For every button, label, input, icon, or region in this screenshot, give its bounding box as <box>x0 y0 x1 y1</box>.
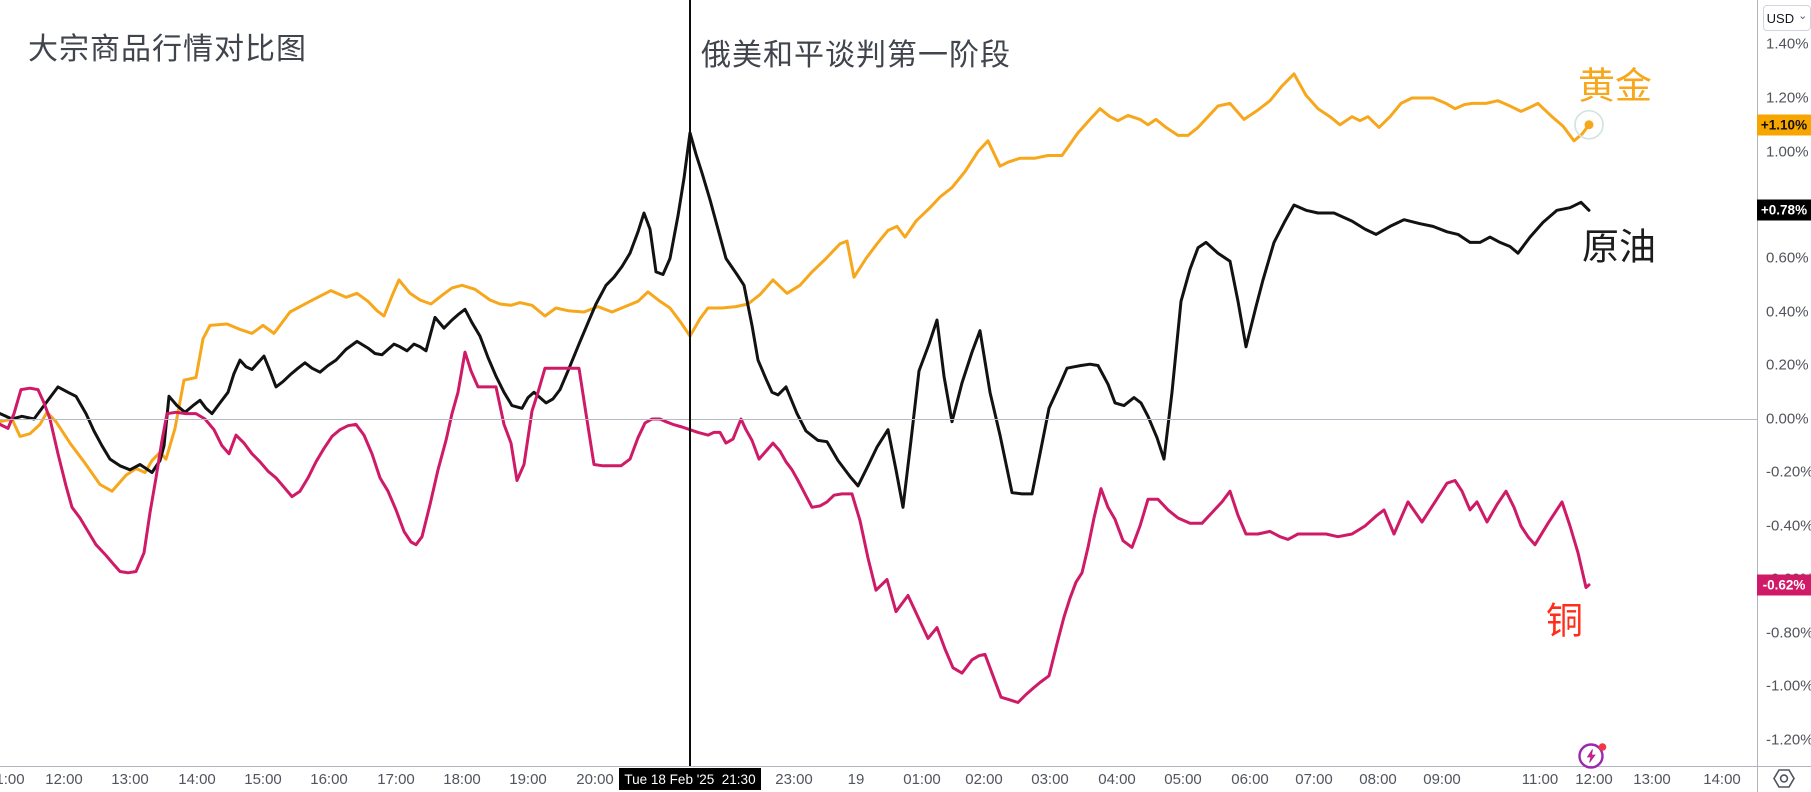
x-axis-label: 11:00 <box>1521 771 1559 788</box>
chevron-down-icon: ⌄ <box>1798 10 1808 22</box>
y-axis-tick: -1.20% <box>1766 731 1811 749</box>
x-axis-label: 19 <box>847 771 865 788</box>
series-label-原油: 原油 <box>1582 226 1656 268</box>
y-axis-tick: 1.20% <box>1766 89 1809 107</box>
x-axis-label: 15:00 <box>244 771 282 788</box>
y-axis-tick: 0.20% <box>1766 356 1809 374</box>
y-axis-tick: 0.40% <box>1766 303 1809 321</box>
realtime-flash-icon[interactable] <box>1576 740 1610 772</box>
y-axis-tick: 0.00% <box>1766 410 1809 428</box>
y-axis-tick: -0.40% <box>1766 517 1811 535</box>
price-badge-+1.10%: +1.10% <box>1757 114 1811 136</box>
y-axis-tick: 0.60% <box>1766 249 1809 267</box>
price-badge--0.62%: -0.62% <box>1757 574 1811 596</box>
x-axis-label: 14:00 <box>1703 771 1741 788</box>
x-axis-label: 17:00 <box>377 771 415 788</box>
series-line-铜 <box>0 350 1591 704</box>
series-label-铜: 铜 <box>1546 600 1583 642</box>
x-axis-label: 03:00 <box>1031 771 1069 788</box>
x-axis-label: 1:00 <box>0 771 25 788</box>
x-axis-label: 05:00 <box>1164 771 1202 788</box>
x-axis-label: 18:00 <box>443 771 481 788</box>
series-line-黄金 <box>0 72 1591 493</box>
x-axis-label: 02:00 <box>965 771 1003 788</box>
series-line-原油 <box>0 131 1591 509</box>
x-axis-label: 14:00 <box>178 771 216 788</box>
y-axis-tick: 1.00% <box>1766 143 1809 161</box>
last-point-halo <box>1574 109 1604 140</box>
last-point-dot <box>1584 120 1594 130</box>
x-axis-label: 19:00 <box>509 771 547 788</box>
x-axis-label: 23:00 <box>775 771 813 788</box>
x-axis-label: 06:00 <box>1231 771 1269 788</box>
x-axis-label: 13:00 <box>111 771 149 788</box>
x-axis-label: 16:00 <box>310 771 348 788</box>
x-axis-label: 07:00 <box>1295 771 1333 788</box>
y-axis-tick: -0.80% <box>1766 624 1811 642</box>
currency-dropdown-label: USD <box>1766 10 1795 26</box>
y-axis-tick: -0.20% <box>1766 463 1811 481</box>
x-axis-label: 12:00 <box>1575 771 1613 788</box>
page-title: 大宗商品行情对比图 <box>28 33 307 66</box>
gear-icon[interactable] <box>1772 768 1796 789</box>
currency-dropdown[interactable]: USD ⌄ <box>1763 5 1811 31</box>
zero-gridline <box>0 419 1757 420</box>
price-badge-+0.78%: +0.78% <box>1757 199 1811 221</box>
price-axis-border <box>1757 0 1758 792</box>
x-axis-label: 08:00 <box>1359 771 1397 788</box>
event-time-badge: Tue 18 Feb '25 21:30 <box>619 768 761 790</box>
event-annotation: 俄美和平谈判第一阶段 <box>701 39 1011 72</box>
x-axis-label: 13:00 <box>1633 771 1671 788</box>
y-axis-tick: -1.00% <box>1766 677 1811 695</box>
y-axis-tick: 1.40% <box>1766 35 1809 53</box>
event-marker-line <box>689 0 691 766</box>
time-axis-border <box>0 766 1811 767</box>
series-label-黄金: 黄金 <box>1578 65 1652 107</box>
x-axis-label: 20:00 <box>576 771 614 788</box>
x-axis-label: 01:00 <box>903 771 941 788</box>
x-axis-label: 09:00 <box>1423 771 1461 788</box>
x-axis-label: 04:00 <box>1098 771 1136 788</box>
x-axis-label: 12:00 <box>45 771 83 788</box>
